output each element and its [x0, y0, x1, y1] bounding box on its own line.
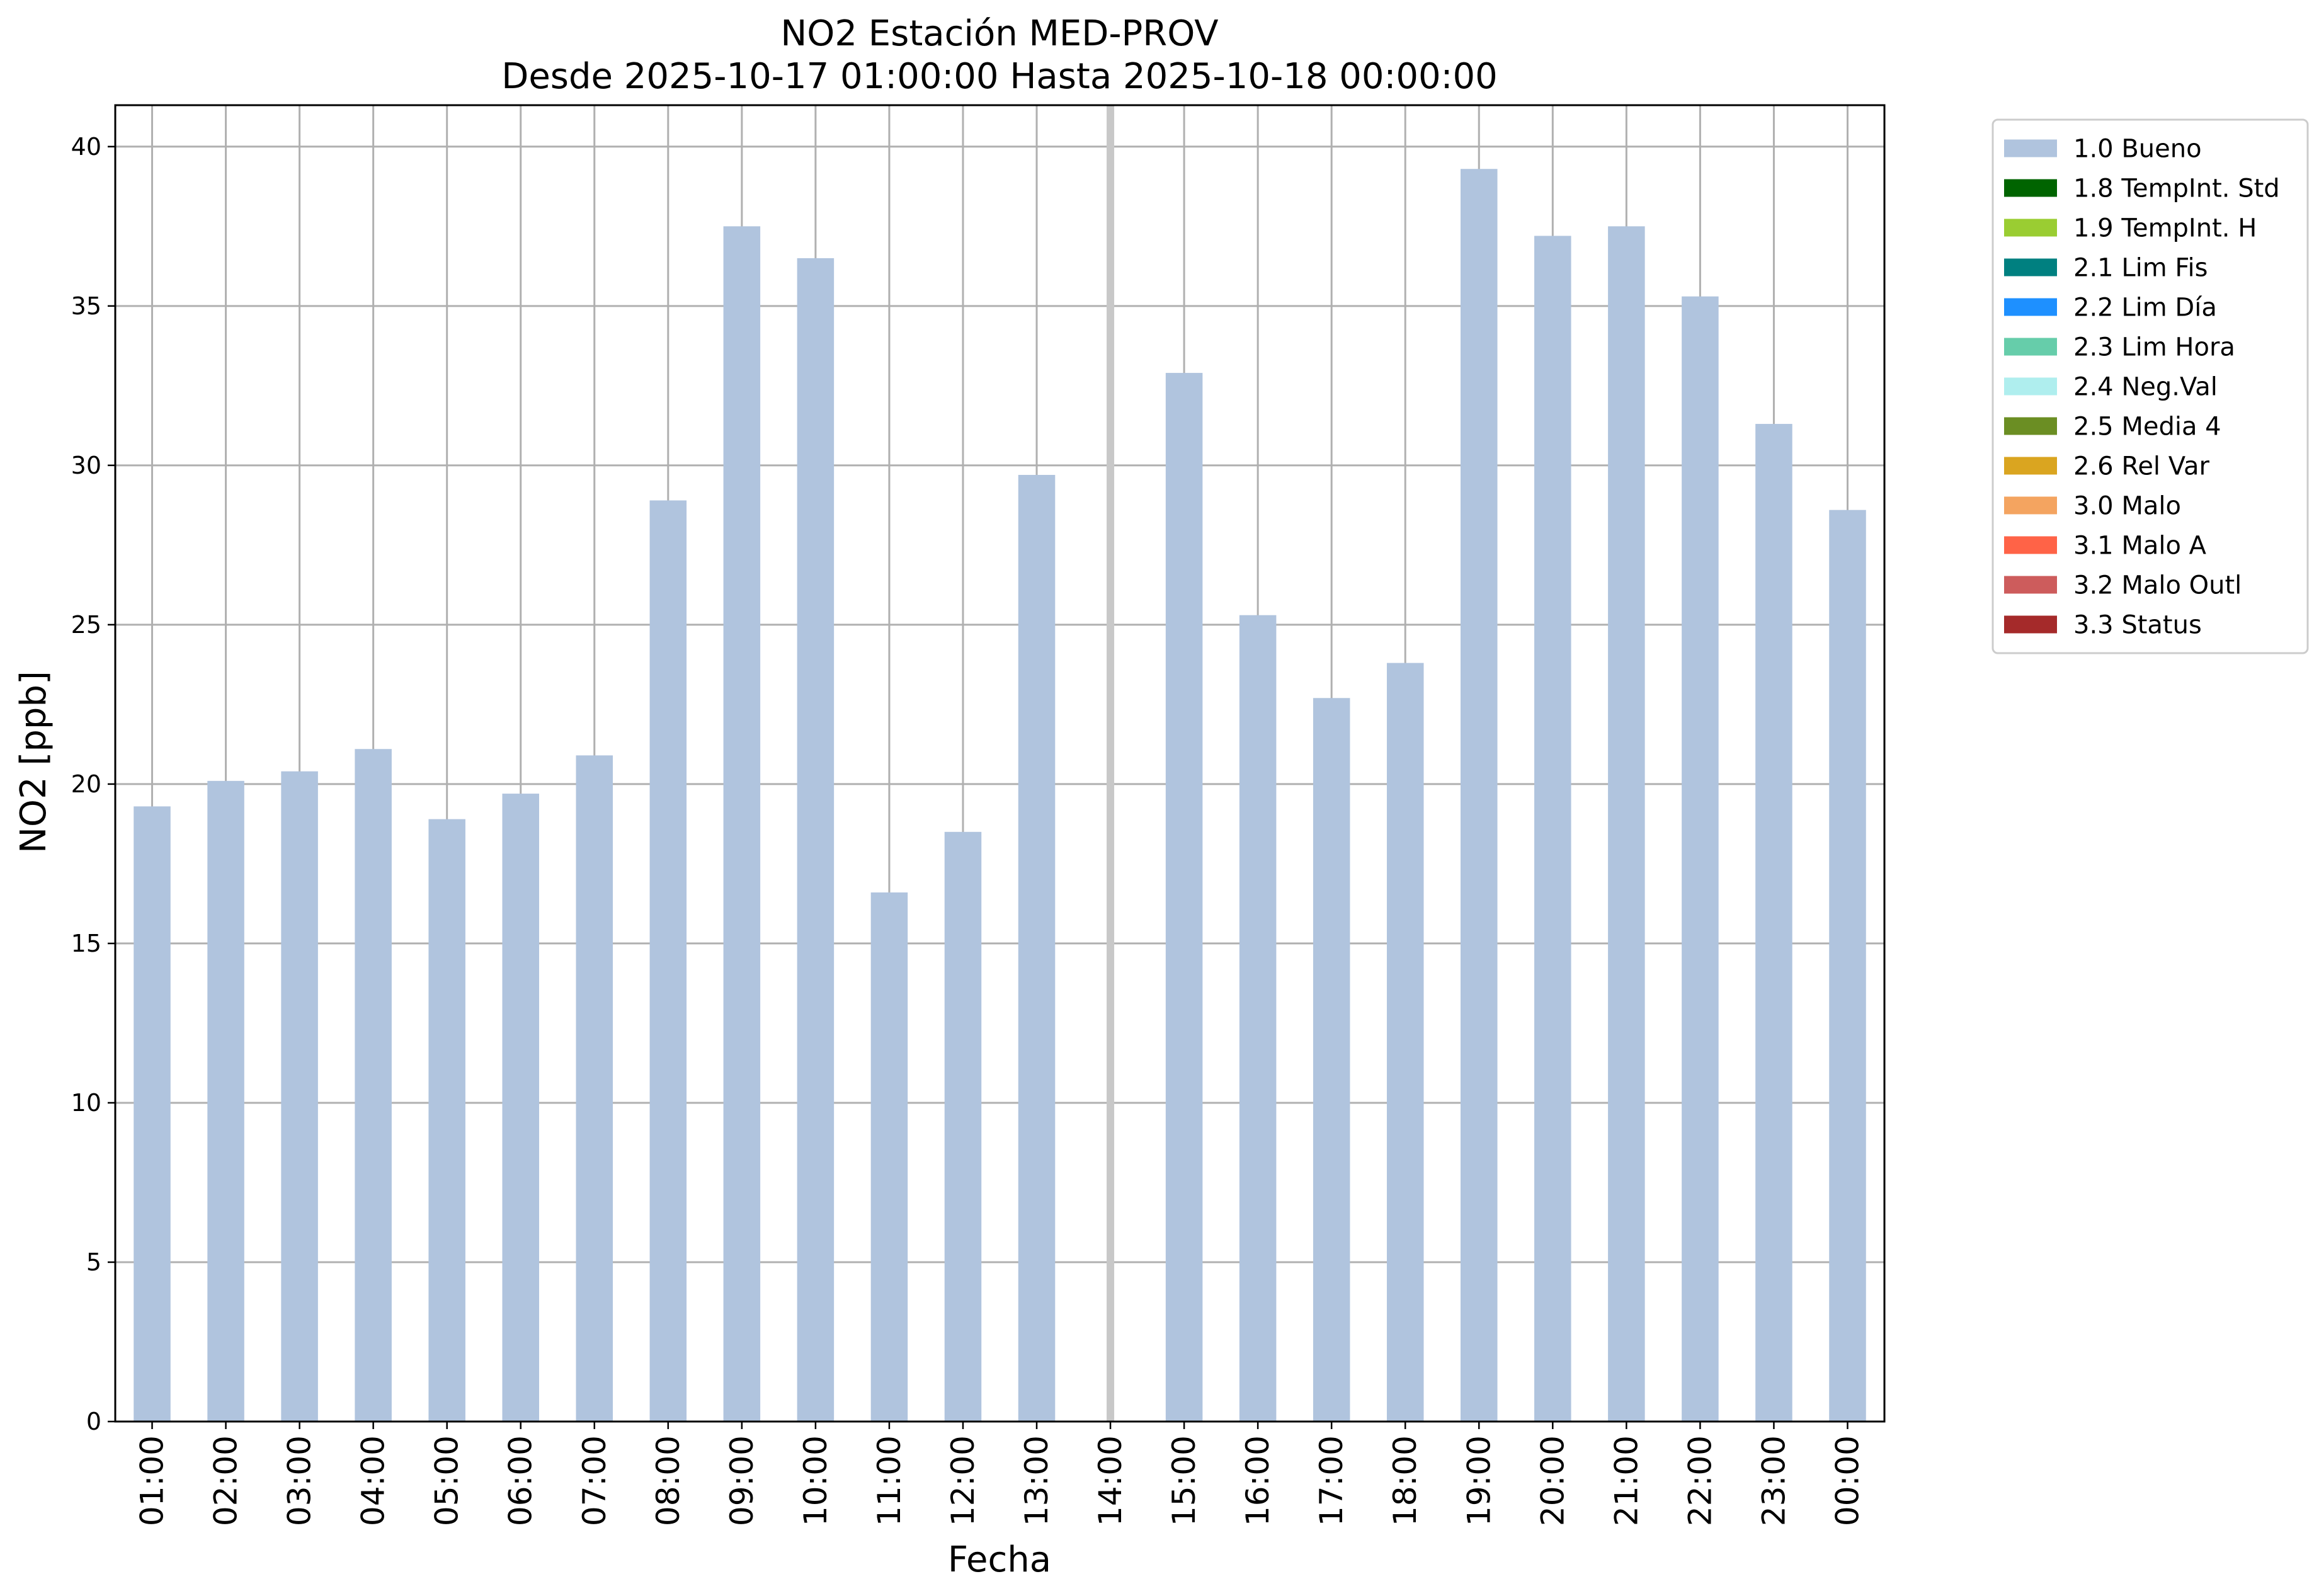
- chart-title: NO2 Estación MED-PROV: [780, 13, 1218, 54]
- bar-20:00: [1534, 236, 1571, 1422]
- legend-label: 3.3 Status: [2073, 611, 2202, 640]
- y-tick-label: 5: [86, 1248, 101, 1276]
- bar-06:00: [502, 794, 539, 1422]
- y-tick-label: 35: [71, 292, 101, 320]
- bar-23:00: [1755, 424, 1792, 1422]
- bar-12:00: [944, 831, 982, 1422]
- bar-18:00: [1386, 663, 1424, 1422]
- bar-10:00: [797, 258, 835, 1422]
- y-tick-label: 30: [71, 452, 101, 479]
- legend-label: 1.0 Bueno: [2073, 135, 2202, 164]
- legend-label: 3.0 Malo: [2073, 492, 2181, 521]
- x-tick-label: 17:00: [1313, 1435, 1350, 1526]
- missing-data-marker: [1107, 105, 1115, 1422]
- x-tick-label: 10:00: [797, 1435, 834, 1526]
- bar-03:00: [281, 771, 318, 1422]
- legend-swatch: [2004, 219, 2057, 237]
- bar-13:00: [1018, 475, 1056, 1422]
- legend-swatch: [2004, 258, 2057, 276]
- x-tick-label: 08:00: [650, 1435, 687, 1526]
- legend-swatch: [2004, 179, 2057, 197]
- bar-11:00: [870, 892, 908, 1422]
- x-ticks: 01:00 02:00 03:00 04:00 05:00 06:00 07:00 08:00…: [134, 1422, 1866, 1526]
- x-tick-label: 16:00: [1239, 1435, 1276, 1526]
- bar-07:00: [576, 755, 613, 1422]
- x-tick-label: 00:00: [1829, 1435, 1866, 1526]
- y-tick-label: 25: [71, 611, 101, 639]
- legend-swatch: [2004, 139, 2057, 157]
- legend-label: 1.8 TempInt. Std: [2073, 174, 2280, 203]
- x-tick-label: 13:00: [1018, 1435, 1055, 1526]
- x-tick-label: 20:00: [1534, 1435, 1571, 1526]
- bar-05:00: [428, 819, 465, 1422]
- bar-17:00: [1313, 698, 1350, 1422]
- chart-subtitle: Desde 2025-10-17 01:00:00 Hasta 2025-10-…: [501, 56, 1498, 97]
- x-tick-label: 22:00: [1682, 1435, 1718, 1526]
- y-tick-label: 10: [71, 1089, 101, 1117]
- bar-16:00: [1239, 615, 1277, 1422]
- legend-box: [1991, 118, 2309, 654]
- x-tick-label: 03:00: [282, 1435, 318, 1526]
- legend-label: 2.1 Lim Fis: [2073, 254, 2208, 283]
- axes: [114, 104, 1886, 1423]
- x-tick-label: 07:00: [576, 1435, 613, 1526]
- bars: [134, 105, 1866, 1422]
- y-tick-label: 15: [71, 930, 101, 957]
- legend-swatch: [2004, 298, 2057, 316]
- legend-swatch: [2004, 496, 2057, 515]
- x-tick-label: 15:00: [1166, 1435, 1202, 1526]
- x-tick-label: 01:00: [134, 1435, 171, 1526]
- legend-label: 2.2 Lim Día: [2073, 294, 2217, 322]
- y-tick-label: 40: [71, 133, 101, 161]
- legend: 1.0 Bueno 1.8 TempInt. Std 1.9 TempInt. H 2…: [1991, 118, 2309, 654]
- bar-19:00: [1461, 169, 1498, 1422]
- bar-02:00: [207, 780, 244, 1422]
- legend-swatch: [2004, 377, 2057, 396]
- y-tick-label: 20: [71, 770, 101, 798]
- legend-swatch: [2004, 615, 2057, 634]
- x-tick-label: 11:00: [871, 1435, 908, 1526]
- x-tick-label: 23:00: [1755, 1435, 1792, 1526]
- x-tick-label: 02:00: [208, 1435, 244, 1526]
- legend-swatch: [2004, 457, 2057, 475]
- bar-22:00: [1682, 296, 1719, 1422]
- legend-swatch: [2004, 338, 2057, 356]
- x-tick-label: 18:00: [1387, 1435, 1423, 1526]
- y-tick-label: 0: [86, 1408, 101, 1435]
- y-axis-label: NO2 [ppb]: [13, 671, 54, 853]
- bar-21:00: [1608, 226, 1645, 1422]
- legend-label: 1.9 TempInt. H: [2073, 214, 2257, 243]
- x-tick-label: 19:00: [1461, 1435, 1497, 1526]
- x-tick-label: 21:00: [1608, 1435, 1644, 1526]
- x-tick-label: 09:00: [724, 1435, 760, 1526]
- legend-label: 2.4 Neg.Val: [2073, 373, 2218, 402]
- x-axis-label: Fecha: [948, 1539, 1051, 1580]
- bar-09:00: [723, 226, 761, 1422]
- bar-00:00: [1829, 510, 1866, 1422]
- legend-label: 2.6 Rel Var: [2073, 452, 2210, 481]
- legend-label: 2.3 Lim Hora: [2073, 333, 2235, 362]
- y-ticks: 0 5 10 15 20 25 30 35 40: [71, 133, 115, 1435]
- legend-label: 3.1 Malo A: [2073, 532, 2207, 561]
- bar-08:00: [649, 500, 687, 1422]
- x-tick-label: 06:00: [503, 1435, 539, 1526]
- legend-swatch: [2004, 536, 2057, 554]
- x-tick-label: 05:00: [429, 1435, 465, 1526]
- x-tick-label: 12:00: [945, 1435, 981, 1526]
- legend-swatch: [2004, 417, 2057, 435]
- legend-swatch: [2004, 576, 2057, 594]
- bar-15:00: [1165, 373, 1203, 1422]
- legend-label: 2.5 Media 4: [2073, 413, 2221, 442]
- bar-04:00: [355, 749, 392, 1422]
- plot-frame: [114, 104, 1886, 1423]
- x-tick-label: 04:00: [355, 1435, 392, 1526]
- bar-01:00: [134, 806, 171, 1422]
- legend-label: 3.2 Malo Outl: [2073, 571, 2242, 600]
- x-tick-label: 14:00: [1092, 1435, 1129, 1526]
